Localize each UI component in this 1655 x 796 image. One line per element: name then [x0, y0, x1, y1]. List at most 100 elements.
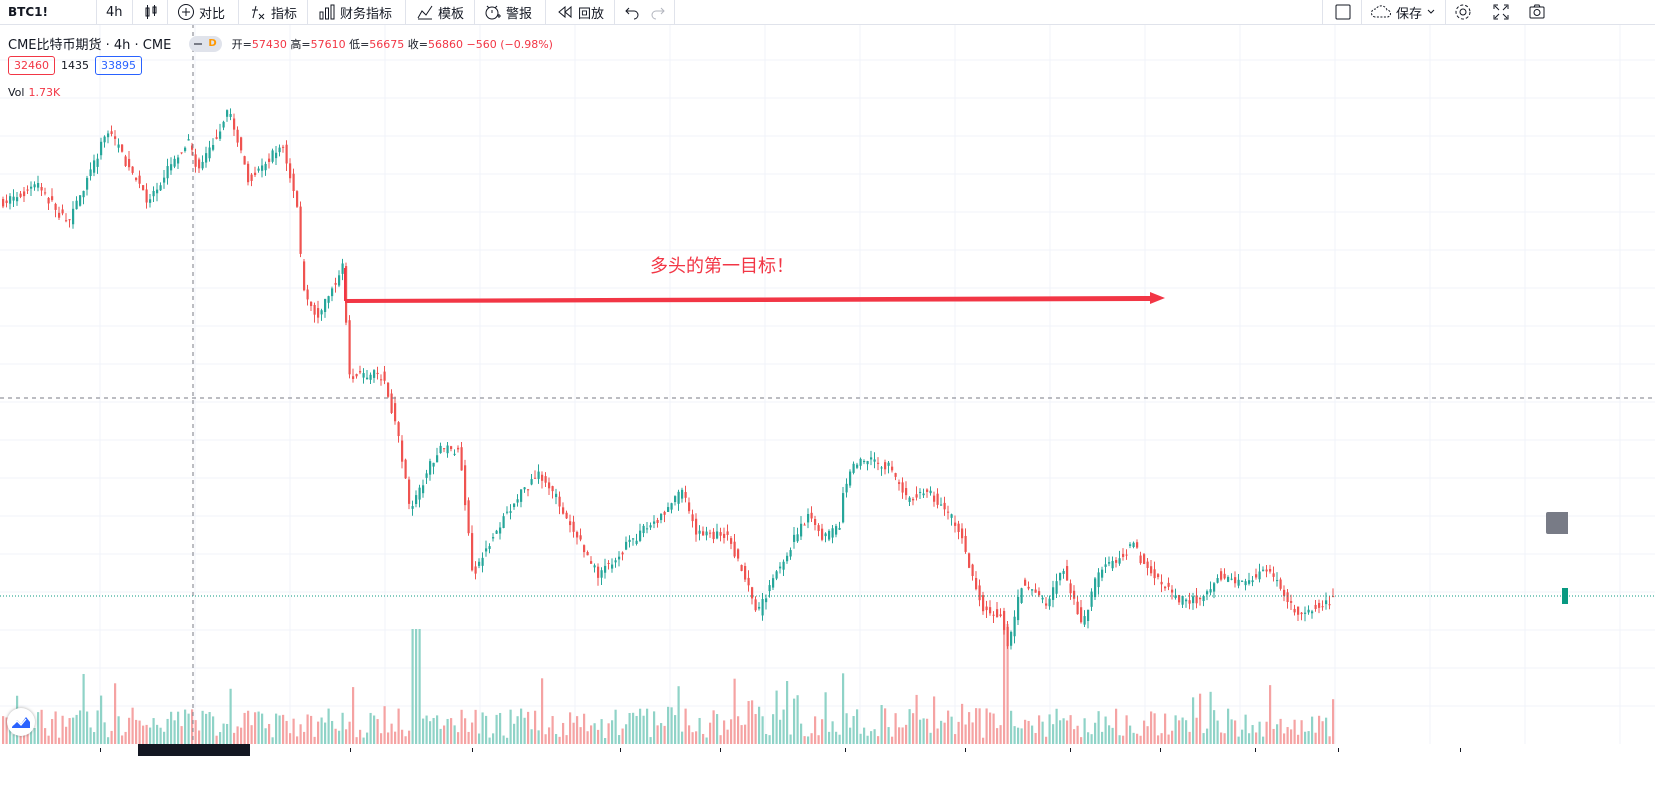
bar-style-button[interactable] [143, 0, 159, 24]
candle-body [842, 493, 845, 523]
tradingview-logo[interactable] [7, 708, 35, 736]
volume-bar [432, 717, 435, 744]
volume-bar [1094, 722, 1097, 744]
volume-bar [1244, 714, 1247, 744]
volume-bar [1325, 717, 1328, 744]
undo-button[interactable] [624, 0, 640, 24]
volume-bar [719, 735, 722, 744]
volume-bar [912, 713, 915, 744]
candle-body [51, 196, 54, 201]
candle-body [9, 196, 12, 204]
volume-bar [758, 706, 761, 744]
volume-bar [1241, 729, 1244, 744]
candle-body [828, 530, 831, 540]
volume-bar [968, 712, 971, 744]
interval-button[interactable]: 4h [106, 4, 123, 20]
candle-body [772, 578, 775, 588]
templates-label: 模板 [438, 6, 465, 22]
volume-bar [40, 709, 43, 744]
candle-body [285, 144, 288, 164]
candle-body [222, 121, 225, 128]
compare-button[interactable]: 对比 [177, 0, 225, 24]
volume-bar [177, 711, 180, 744]
volume-bar [1304, 731, 1307, 744]
volume-bar [114, 683, 117, 744]
candle-body [61, 209, 64, 214]
volume-bar [1101, 731, 1104, 744]
candle-body [303, 261, 306, 291]
candle-body [1069, 583, 1072, 594]
candle-body [345, 266, 348, 323]
volume-bar [583, 713, 586, 744]
divider [307, 0, 308, 24]
volume-bar [1279, 718, 1282, 744]
volume-bar [166, 718, 169, 744]
volume-bar [1073, 729, 1076, 744]
redo-button[interactable] [650, 0, 666, 24]
candle-body [1150, 566, 1153, 574]
volume-bar [744, 724, 747, 744]
expand-button[interactable] [1492, 0, 1510, 24]
time-axis[interactable] [0, 744, 1655, 796]
volume-bar [947, 710, 950, 744]
volume-bar [387, 732, 390, 744]
volume-bar [1181, 717, 1184, 744]
divider [405, 0, 406, 24]
volume-bar [1010, 710, 1013, 744]
candle-body [173, 158, 176, 167]
settings-button[interactable] [1454, 0, 1472, 24]
candle-body [852, 463, 855, 473]
volume-bar [943, 722, 946, 744]
candle-body [530, 479, 533, 485]
volume-bar [891, 736, 894, 744]
volume-bar [1013, 726, 1016, 744]
volume-bar [201, 710, 204, 744]
symbol-title[interactable]: CME比特币期货 · 4h · CME [8, 38, 172, 53]
indicators-button[interactable]: 指标 [249, 0, 297, 24]
candle-body [1132, 542, 1135, 548]
alert-icon [485, 5, 501, 20]
snapshot-button[interactable] [1528, 0, 1546, 24]
time-tick [350, 748, 351, 752]
volume-bar [926, 718, 929, 744]
annotation-text[interactable]: 多头的第一目标！ [650, 256, 794, 277]
sell-price-button[interactable]: 32460 [8, 56, 55, 75]
candle-body [1066, 566, 1069, 581]
candle-body [562, 507, 565, 514]
alert-button[interactable]: 警报 [484, 0, 532, 24]
fullscreen-button[interactable] [1334, 0, 1352, 24]
legend-status-pill[interactable]: D [189, 35, 222, 52]
object-tree-button[interactable] [1546, 512, 1568, 534]
candle-body [485, 548, 488, 552]
replay-button[interactable]: 回放 [556, 0, 604, 24]
candle-body [467, 500, 470, 534]
volume-bar [1108, 725, 1111, 744]
candle-body [793, 534, 796, 542]
symbol-search[interactable]: BTC1! [8, 5, 48, 19]
volume-bar [68, 718, 71, 744]
candle-body [905, 488, 908, 496]
candle-body [86, 177, 89, 190]
volume-bar [884, 708, 887, 744]
volume-bar [1276, 724, 1279, 744]
financials-button[interactable]: 财务指标 [318, 0, 392, 24]
spread-value: 1435 [61, 59, 89, 72]
save-button[interactable]: 保存 [1370, 0, 1436, 24]
compare-label: 对比 [199, 6, 226, 22]
candle-body [474, 566, 477, 574]
candle-body [705, 531, 708, 536]
volume-bar [555, 734, 558, 744]
volume-bar [730, 719, 733, 744]
templates-button[interactable]: 模板 [416, 0, 464, 24]
volume-bar [446, 718, 449, 744]
candle-body [1230, 578, 1233, 580]
target-arrow[interactable] [344, 268, 1165, 304]
candle-body [79, 195, 82, 206]
volume-bar [635, 715, 638, 744]
volume-bar [1307, 731, 1310, 744]
buy-price-button[interactable]: 33895 [95, 56, 142, 75]
candle-body [968, 553, 971, 568]
volume-bar [110, 730, 113, 744]
candle-body [1244, 581, 1247, 586]
